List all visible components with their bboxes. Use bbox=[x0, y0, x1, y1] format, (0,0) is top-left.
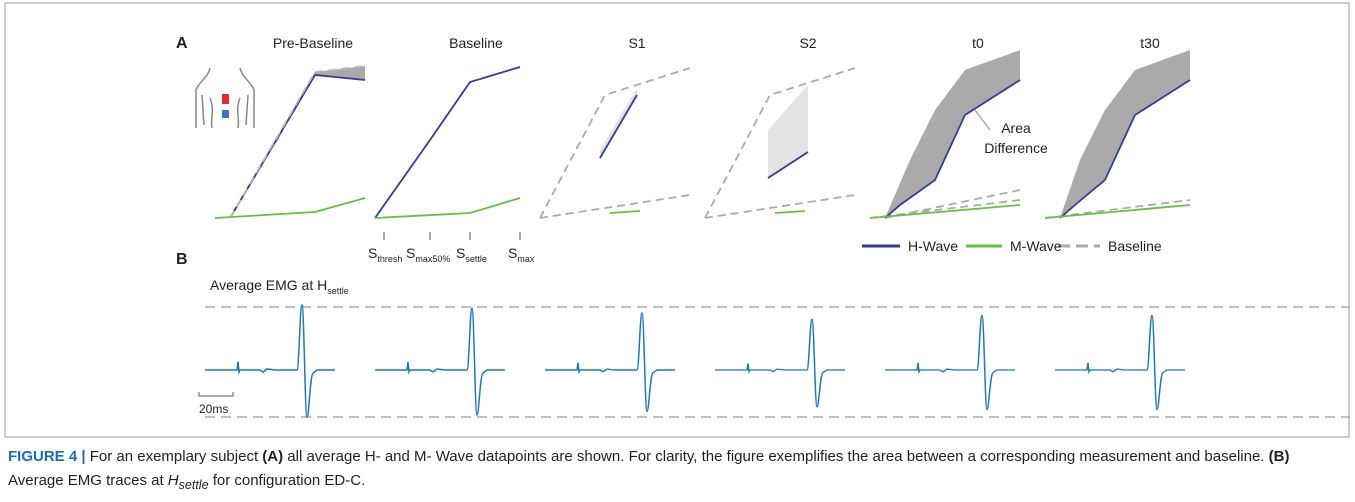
panel-title: Baseline bbox=[449, 35, 503, 51]
figure: A Pre-Baseline Baseline S1 S2 t0 t30 Are… bbox=[4, 2, 1350, 438]
reference-lines bbox=[205, 306, 1350, 418]
caption: FIGURE 4 | For an exemplary subject (A) … bbox=[8, 445, 1343, 497]
tick-label: Sthresh bbox=[368, 245, 402, 264]
panel-title: Average EMG at Hsettle bbox=[210, 277, 349, 296]
tick-marks bbox=[383, 232, 521, 240]
panel-curves bbox=[214, 50, 1191, 219]
caption-ref: (B) bbox=[1268, 448, 1290, 465]
tick-label: Smax bbox=[508, 245, 535, 264]
caption-text: For an exemplary subject bbox=[85, 448, 263, 465]
panel-title: Pre-Baseline bbox=[273, 35, 353, 51]
panel-label: B bbox=[176, 251, 188, 268]
emg-traces bbox=[204, 304, 1186, 419]
caption-text: all average H- and M- Wave datapoints ar… bbox=[283, 448, 1269, 465]
scale-bar bbox=[198, 392, 234, 397]
tick-label: Ssettle bbox=[456, 245, 487, 264]
legend-label: Baseline bbox=[1108, 238, 1162, 254]
annotation: Difference bbox=[984, 140, 1048, 156]
caption-symbol: H bbox=[167, 472, 179, 489]
panel-title: S1 bbox=[628, 35, 645, 51]
scale-label: 20ms bbox=[199, 402, 228, 416]
caption-symbol: settle bbox=[178, 478, 209, 492]
panel-title: t30 bbox=[1140, 35, 1160, 51]
caption-text: for configuration ED-C. bbox=[208, 472, 366, 489]
figure-border bbox=[4, 2, 1350, 438]
body-icon bbox=[195, 67, 255, 129]
legend-label: H-Wave bbox=[908, 238, 958, 254]
panel-label: A bbox=[176, 35, 188, 52]
figure-number: FIGURE 4 | bbox=[8, 448, 86, 465]
legend-label: M-Wave bbox=[1010, 238, 1062, 254]
annotation: Area bbox=[1001, 120, 1031, 136]
tick-label: Smax50% bbox=[406, 245, 450, 264]
caption-ref: (A) bbox=[262, 448, 284, 465]
panel-title: t0 bbox=[972, 35, 984, 51]
caption-text: Average EMG traces at bbox=[8, 472, 168, 489]
panel-title: S2 bbox=[799, 35, 816, 51]
